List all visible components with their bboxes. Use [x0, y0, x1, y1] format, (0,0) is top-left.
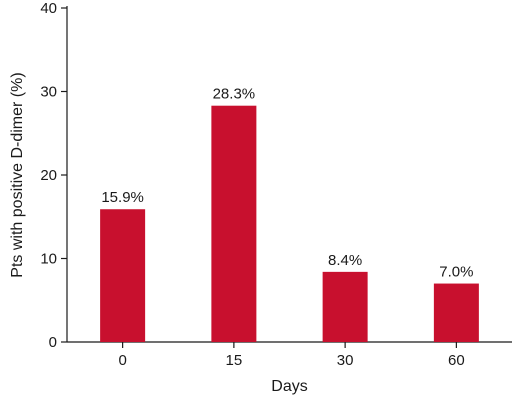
bar-day-0 [100, 209, 146, 342]
x-tick-label: 30 [337, 352, 354, 369]
x-tick-label: 60 [448, 352, 465, 369]
y-tick-label: 20 [40, 167, 57, 184]
x-axis: 0 15 30 60 [67, 341, 512, 369]
y-tick-label: 30 [40, 84, 57, 101]
y-tick-label: 10 [40, 251, 57, 268]
bar-day-60 [433, 283, 479, 342]
y-tick-label: 40 [40, 0, 57, 17]
bars [100, 105, 479, 342]
x-tick-label: 15 [226, 352, 243, 369]
data-label-day-0: 15.9% [101, 189, 144, 206]
x-axis-title: Days [271, 378, 307, 395]
bar-day-30 [322, 271, 368, 342]
data-label-day-60: 7.0% [439, 264, 473, 281]
y-tick-label: 0 [49, 334, 57, 351]
bar-day-15 [211, 105, 257, 342]
y-axis: 0 10 20 30 40 [40, 0, 68, 351]
x-tick-label: 0 [118, 352, 126, 369]
data-labels: 15.9% 28.3% 8.4% 7.0% [101, 86, 473, 281]
data-label-day-15: 28.3% [213, 86, 256, 103]
y-axis-title: Pts with positive D-dimer (%) [9, 72, 26, 277]
data-label-day-30: 8.4% [328, 252, 362, 269]
